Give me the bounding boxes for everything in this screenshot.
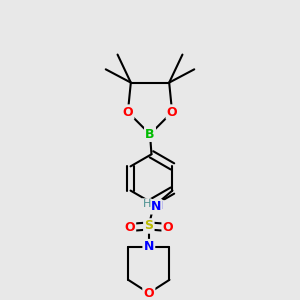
- Text: O: O: [123, 106, 133, 118]
- Text: O: O: [124, 221, 135, 234]
- Text: H: H: [142, 199, 151, 209]
- Text: O: O: [167, 106, 177, 118]
- Text: N: N: [144, 240, 154, 253]
- Text: N: N: [151, 200, 161, 213]
- Text: H: H: [141, 198, 149, 208]
- Text: O: O: [163, 221, 173, 234]
- Text: B: B: [145, 128, 155, 141]
- Text: NH: NH: [146, 201, 164, 211]
- Text: O: O: [143, 286, 154, 300]
- Text: S: S: [144, 220, 153, 232]
